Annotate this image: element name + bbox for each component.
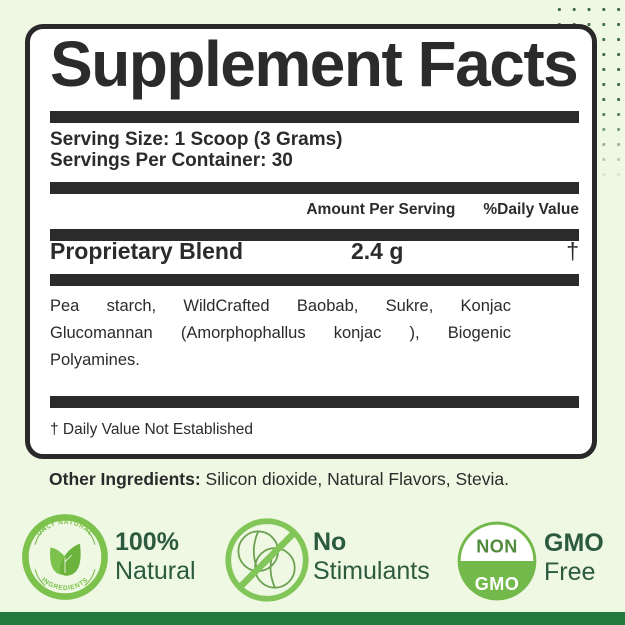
svg-text:NON: NON xyxy=(476,536,517,556)
svg-text:GMO: GMO xyxy=(475,574,519,594)
